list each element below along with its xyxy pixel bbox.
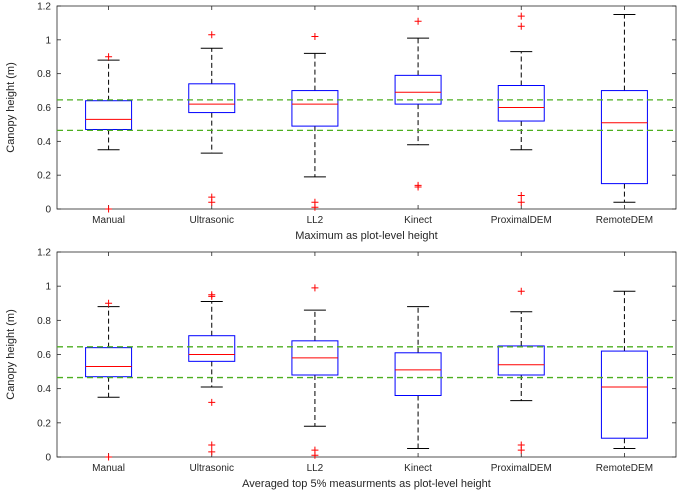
outlier-marker (208, 441, 216, 449)
iqr-box (291, 90, 339, 127)
plot-area (56, 251, 677, 458)
plot-area (56, 5, 677, 210)
box-ll2 (291, 284, 339, 459)
y-tick-label: 0 (45, 453, 51, 464)
x-axis-title: Averaged top 5% measurments as plot-leve… (242, 478, 491, 490)
y-tick-label: 1 (45, 282, 51, 293)
y-axis-title: Canopy height (m) (5, 309, 17, 400)
x-tick-label: LL2 (307, 215, 324, 226)
iqr-box (188, 83, 236, 114)
outlier-marker (311, 284, 319, 292)
x-tick-label: ProximalDEM (491, 215, 552, 226)
outlier-marker (105, 299, 113, 307)
x-tick-label: LL2 (307, 463, 324, 474)
iqr-box (85, 100, 133, 130)
iqr-box (188, 335, 236, 362)
box-remotedem (600, 13, 648, 203)
x-tick-label: Kinect (404, 215, 432, 226)
box-manual (85, 53, 133, 213)
outlier-marker (311, 451, 319, 459)
iqr-box (497, 345, 545, 376)
y-tick-label: 0.8 (37, 69, 51, 80)
outlier-marker (517, 12, 525, 20)
outlier-marker (105, 53, 113, 61)
x-tick-label: Manual (92, 215, 125, 226)
box-proximaldem (497, 12, 545, 206)
box-ultrasonic (188, 31, 236, 206)
outlier-marker (311, 32, 319, 40)
y-axis-title: Canopy height (m) (5, 62, 17, 153)
x-tick-label: Ultrasonic (190, 463, 234, 474)
outlier-marker (208, 31, 216, 39)
y-tick-label: 1.2 (37, 248, 51, 259)
outlier-marker (517, 446, 525, 454)
outlier-marker (517, 22, 525, 30)
iqr-box (600, 90, 648, 185)
x-tick-label: RemoteDEM (596, 215, 653, 226)
iqr-box (394, 74, 442, 105)
x-tick-label: Manual (92, 463, 125, 474)
boxplot-panel-1: 0 0.2 0.4 0.6 0.8 1 1.2 Manual Ultrasonic LL2 Kine… (5, 2, 677, 242)
box-manual (85, 299, 133, 461)
box-kinect (394, 17, 442, 191)
box-ultrasonic (188, 291, 236, 456)
outlier-marker (208, 292, 216, 300)
iqr-box (600, 350, 648, 439)
boxplot-panel-2: 0 0.2 0.4 0.6 0.8 1 1.2 Manual Ultrasonic LL2 Kine… (5, 248, 677, 490)
x-tick-label: RemoteDEM (596, 463, 653, 474)
box-remotedem (600, 290, 648, 449)
outlier-marker (517, 287, 525, 295)
x-axis-title: Maximum as plot-level height (295, 230, 437, 242)
y-tick-label: 1.2 (37, 2, 51, 13)
box-proximaldem (497, 287, 545, 454)
x-tick-label: ProximalDEM (491, 463, 552, 474)
y-tick-label: 0.2 (37, 418, 51, 429)
y-tick-label: 0.8 (37, 316, 51, 327)
x-tick-label: Kinect (404, 463, 432, 474)
y-tick-label: 0.4 (37, 384, 51, 395)
y-tick-label: 0.6 (37, 103, 51, 114)
y-tick-label: 1 (45, 35, 51, 46)
iqr-box (394, 352, 442, 396)
outlier-marker (208, 198, 216, 206)
y-tick-label: 0 (45, 205, 51, 216)
x-tick-label: Ultrasonic (190, 215, 234, 226)
box-kinect (394, 306, 442, 449)
iqr-box (497, 85, 545, 122)
y-tick-label: 0.4 (37, 137, 51, 148)
outlier-marker (414, 17, 422, 25)
outlier-marker (105, 205, 113, 213)
outlier-marker (517, 191, 525, 199)
box-ll2 (291, 32, 339, 211)
y-tick-label: 0.2 (37, 171, 51, 182)
outlier-marker (517, 198, 525, 206)
iqr-box (85, 347, 133, 378)
outlier-marker (414, 183, 422, 191)
outlier-marker (311, 203, 319, 211)
outlier-marker (208, 448, 216, 456)
outlier-marker (208, 398, 216, 406)
y-tick-label: 0.6 (37, 350, 51, 361)
outlier-marker (105, 453, 113, 461)
